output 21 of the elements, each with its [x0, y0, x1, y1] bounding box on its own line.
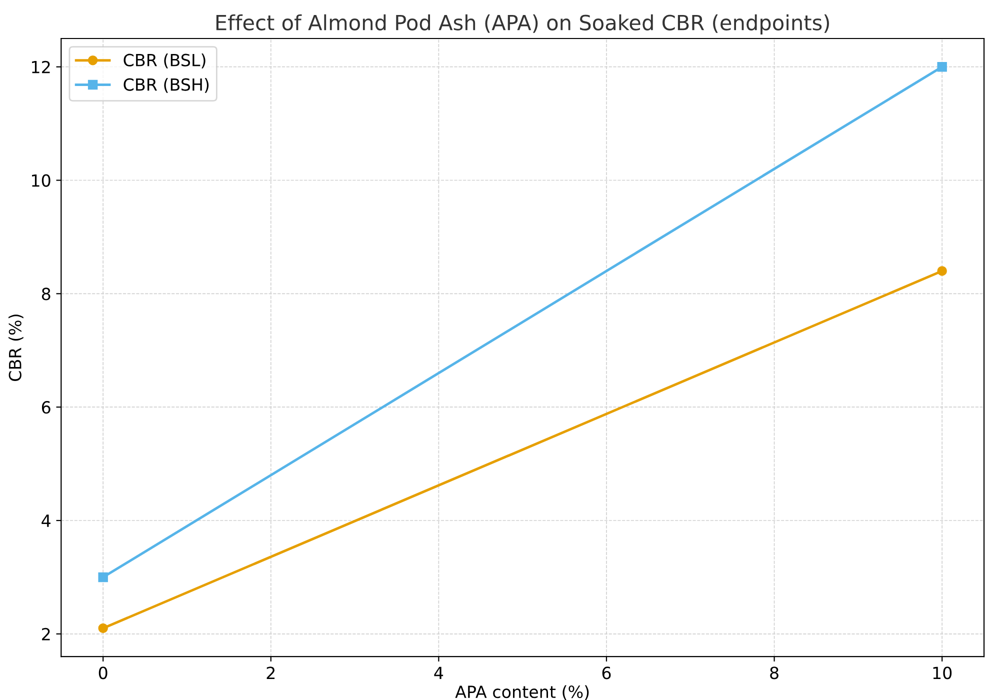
y-tick-label: 2 [42, 628, 50, 640]
x-tick-label: 8 [770, 666, 778, 680]
point [98, 572, 108, 582]
legend-label: CBR (BSL) [124, 54, 206, 68]
point [937, 266, 947, 276]
y-tick-label: 4 [42, 514, 50, 527]
y-tick-label: 12 [32, 60, 50, 74]
y-tick-label: 6 [42, 401, 50, 414]
legend-label: CBR (BSH) [124, 78, 209, 93]
point [98, 623, 108, 634]
x-tick-label: 6 [602, 666, 611, 680]
y-axis-title: CBR (%) [8, 314, 24, 382]
x-axis-title: APA content (%) [455, 685, 589, 700]
x-tick-label: 4 [434, 666, 444, 679]
y-tick-label: 8 [42, 288, 50, 300]
chart-title: Effect of Almond Pod Ash (APA) on Soaked CBR (endpoints) [216, 14, 829, 34]
y-tick-label: 10 [32, 174, 50, 187]
point [937, 62, 947, 72]
x-tick-label: 10 [933, 666, 952, 680]
x-tick-label: 0 [98, 666, 108, 680]
x-tick-label: 2 [266, 666, 275, 679]
